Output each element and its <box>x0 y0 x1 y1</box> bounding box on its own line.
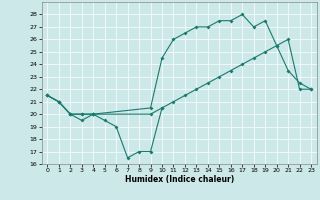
X-axis label: Humidex (Indice chaleur): Humidex (Indice chaleur) <box>124 175 234 184</box>
